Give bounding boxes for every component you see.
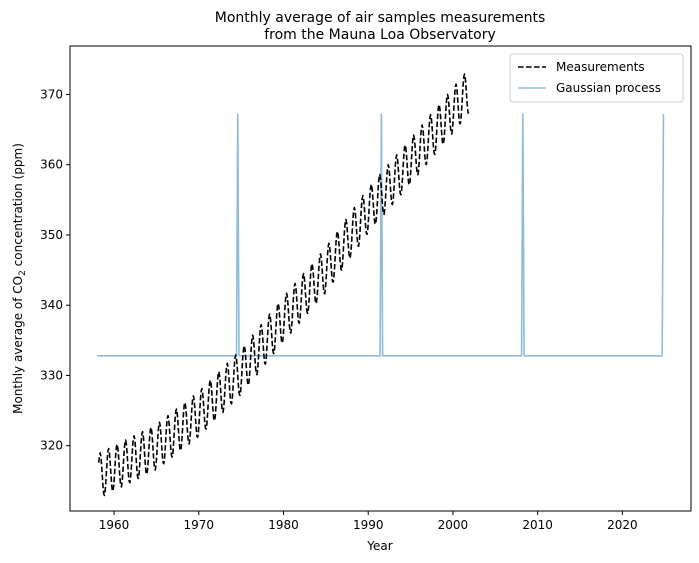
y-tick-label: 330 <box>40 368 63 382</box>
y-axis: 320 330 340 350 360 370 <box>40 87 70 453</box>
x-tick-label: 1960 <box>99 518 130 532</box>
series-gaussian-process-line <box>97 113 665 357</box>
x-tick-label: 1990 <box>353 518 384 532</box>
x-axis: 1960 1970 1980 1990 2000 2010 2020 <box>99 511 638 532</box>
x-axis-label: Year <box>366 539 392 553</box>
chart-title-line-1: Monthly average of air samples measureme… <box>215 10 546 26</box>
x-tick-label: 1970 <box>184 518 215 532</box>
legend-label-measurements: Measurements <box>556 60 645 74</box>
y-axis-label-subscript: 2 <box>18 270 28 276</box>
legend: Measurements Gaussian process <box>509 53 684 103</box>
legend-label-gaussian-process: Gaussian process <box>556 81 661 95</box>
y-tick-label: 370 <box>40 87 63 101</box>
x-tick-label: 2000 <box>438 518 469 532</box>
x-tick-label: 1980 <box>268 518 299 532</box>
y-tick-label: 350 <box>40 228 63 242</box>
y-axis-label-prefix: Monthly average of CO <box>11 276 25 414</box>
series-layer <box>97 73 665 497</box>
x-tick-label: 2010 <box>522 518 553 532</box>
plot-frame <box>69 45 692 512</box>
y-axis-label: Monthly average of CO2 concentration (pp… <box>11 143 28 414</box>
y-tick-label: 360 <box>40 158 63 172</box>
chart-title-line-2: from the Mauna Loa Observatory <box>264 27 496 43</box>
y-tick-label: 340 <box>40 298 63 312</box>
plot-area <box>69 45 692 512</box>
y-axis-label-suffix: concentration (ppm) <box>11 143 25 270</box>
series-measurements-line <box>98 73 470 497</box>
x-tick-label: 2020 <box>607 518 638 532</box>
y-tick-label: 320 <box>40 439 63 453</box>
legend-box <box>509 53 684 103</box>
